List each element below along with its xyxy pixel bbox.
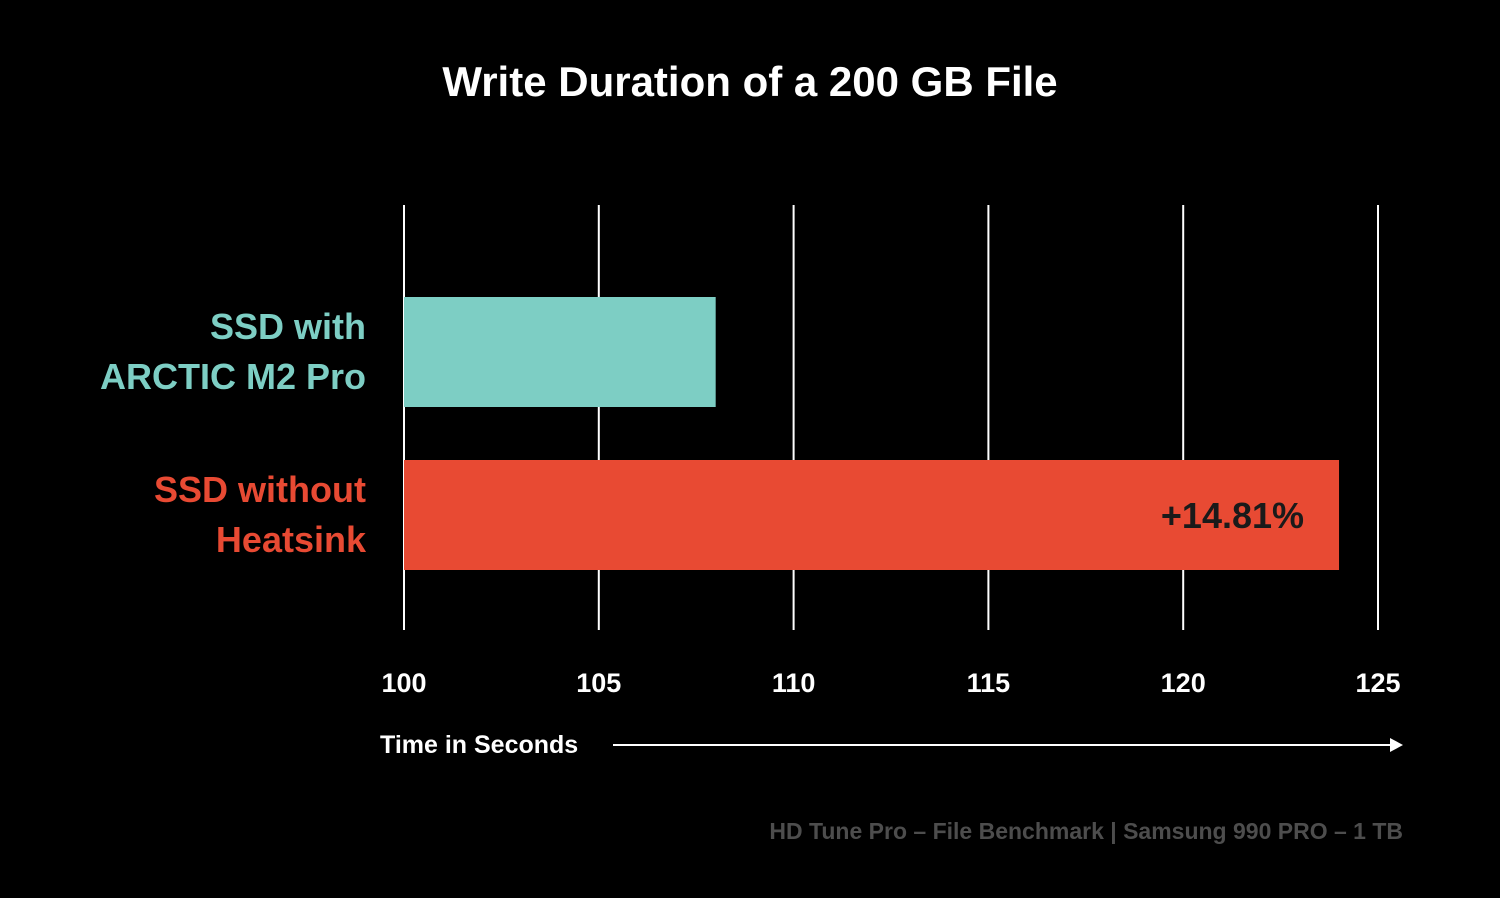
x-tick-label: 105 [576, 668, 621, 698]
bars: +14.81% [404, 297, 1340, 570]
x-axis-arrow [613, 738, 1403, 752]
x-tick-label: 125 [1355, 668, 1400, 698]
x-axis-label: Time in Seconds [380, 731, 578, 759]
bar-1 [404, 297, 716, 407]
category-label: SSD with [210, 306, 366, 347]
x-tick-label: 100 [381, 668, 426, 698]
bar-2 [404, 460, 1340, 570]
category-label: ARCTIC M2 Pro [100, 356, 366, 397]
category-label: Heatsink [216, 519, 367, 560]
x-tick-label: 110 [772, 668, 816, 698]
x-tick-labels: 100 105 110 115 120 125 [381, 668, 1400, 698]
x-tick-label: 120 [1161, 668, 1206, 698]
benchmark-footnote: HD Tune Pro – File Benchmark | Samsung 9… [769, 818, 1403, 844]
chart-title: Write Duration of a 200 GB File [442, 58, 1057, 105]
x-tick-label: 115 [967, 668, 1011, 698]
category-labels: SSD with ARCTIC M2 Pro SSD without Heatsink [100, 306, 367, 560]
category-label: SSD without [154, 469, 366, 510]
bar-annotation: +14.81% [1161, 495, 1304, 536]
